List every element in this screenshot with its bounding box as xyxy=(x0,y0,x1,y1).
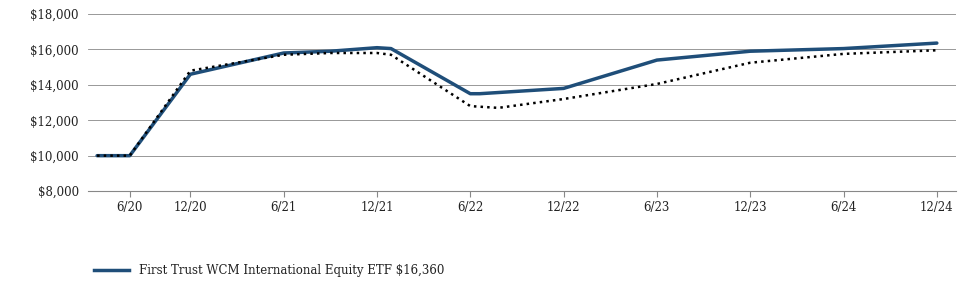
Legend: First Trust WCM International Equity ETF $16,360, MSCI ACWI ex-USA Index $15,954: First Trust WCM International Equity ETF… xyxy=(94,264,444,281)
